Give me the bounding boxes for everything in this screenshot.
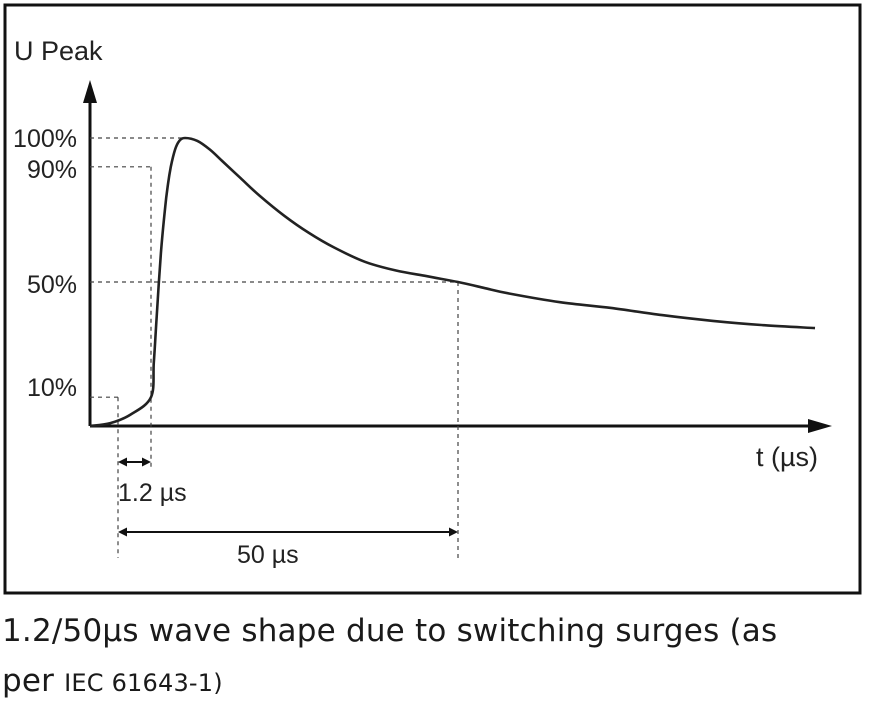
caption-line-1: 1.2/50µs wave shape due to switching sur…: [2, 613, 778, 649]
caption-line-2-prefix: per: [2, 663, 65, 699]
tail-time-arrow-head-left: [118, 527, 127, 537]
front-time-arrow-head-left: [118, 457, 127, 467]
figure-caption: 1.2/50µs wave shape due to switching sur…: [2, 606, 888, 708]
chart-border: [3, 3, 862, 595]
y-tick-label-50: 50%: [27, 271, 77, 299]
tail-time-label: 50 µs: [237, 541, 299, 569]
front-time-arrow-head-right: [142, 457, 151, 467]
tail-time-arrow-head-right: [449, 527, 458, 537]
y-tick-label-10: 10%: [27, 374, 77, 402]
series-line-surge-waveform: [89, 136, 816, 428]
x-axis-arrow: [808, 419, 832, 433]
front-time-dimension-arrow: [118, 457, 151, 467]
chart-frame: U Peak t (µs) 100% 90% 50% 10% 1.2 µs 50…: [3, 3, 862, 595]
front-time-label: 1.2 µs: [118, 479, 187, 507]
surge-waveform-chart: U Peak t (µs) 100% 90% 50% 10% 1.2 µs 50…: [3, 3, 862, 595]
y-tick-label-100: 100%: [13, 125, 77, 153]
caption-line-2: per IEC 61643-1): [2, 656, 888, 708]
caption-line-2-standard: IEC 61643-1): [64, 669, 223, 697]
y-tick-label-90: 90%: [27, 156, 77, 184]
x-axis-label: t (µs): [756, 442, 818, 472]
y-axis-arrow: [83, 80, 97, 103]
tail-time-dimension-arrow: [118, 527, 458, 537]
y-axis-label: U Peak: [14, 36, 103, 66]
